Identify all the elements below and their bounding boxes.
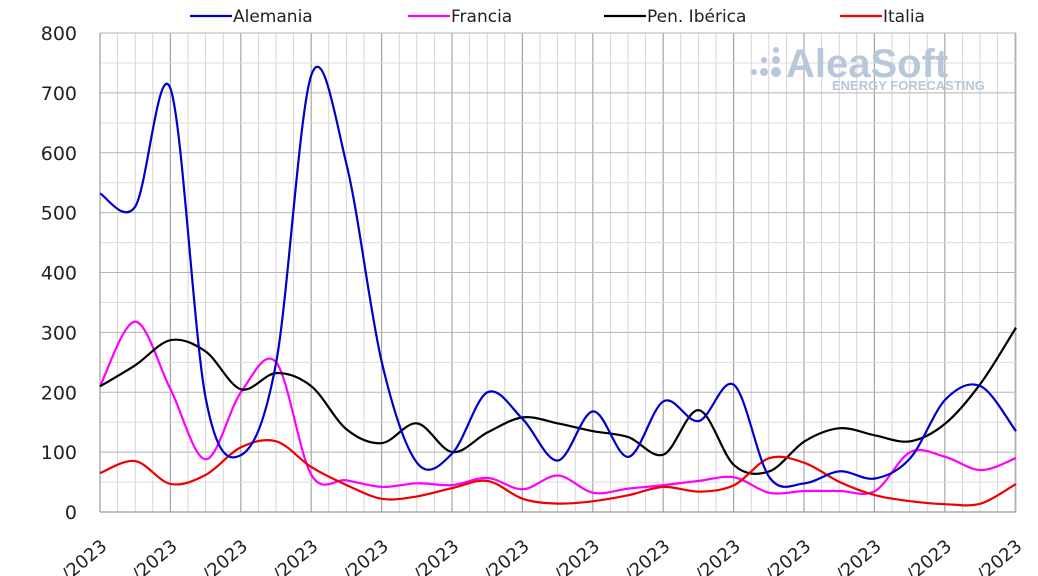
series-group: [99, 65, 1017, 507]
legend-label-italia: Italia: [883, 7, 925, 27]
series-line-francia: [99, 320, 1017, 495]
x-tick-label: /2023: [973, 536, 1026, 576]
x-tick-label: /2023: [58, 536, 111, 576]
x-tick-label: /2023: [199, 536, 252, 576]
logo-dot: [773, 47, 779, 53]
logo-dot: [761, 57, 767, 63]
y-tick-label: 400: [41, 263, 77, 285]
y-tick-label: 100: [41, 442, 77, 464]
legend: Alemania Francia Pen. Ibérica Italia: [190, 7, 925, 27]
logo-dot: [760, 68, 768, 76]
logo-dot: [772, 56, 780, 64]
y-tick-label: 600: [41, 143, 77, 165]
x-tick-label: /2023: [128, 536, 181, 576]
y-tick-label: 300: [41, 322, 77, 344]
watermark-logo: AleaSoft ENERGY FORECASTING: [751, 42, 985, 93]
y-tick-label: 800: [41, 23, 77, 45]
x-tick-label: /2023: [762, 536, 815, 576]
x-axis: /2023/2023/2023/2023/2023/2023/2023/2023…: [58, 536, 1026, 576]
logo-dot: [751, 69, 757, 75]
legend-label-francia: Francia: [451, 7, 512, 27]
y-axis: 0 100 200 300 400 500 600 700 800: [41, 23, 77, 524]
legend-label-pen-ib-rica: Pen. Ibérica: [647, 7, 746, 27]
x-tick-label: /2023: [903, 536, 956, 576]
logo-dot: [771, 67, 781, 77]
y-tick-label: 700: [41, 83, 77, 105]
y-tick-label: 200: [41, 382, 77, 404]
series-line-alemania: [99, 65, 1017, 488]
logo-tagline: ENERGY FORECASTING: [832, 78, 985, 93]
x-tick-label: /2023: [340, 536, 393, 576]
x-tick-label: /2023: [621, 536, 674, 576]
x-tick-label: /2023: [269, 536, 322, 576]
legend-label-alemania: Alemania: [233, 7, 313, 27]
x-tick-label: /2023: [410, 536, 463, 576]
x-tick-label: /2023: [832, 536, 885, 576]
x-tick-label: /2023: [692, 536, 745, 576]
y-tick-label: 0: [65, 502, 77, 524]
logo-brand: AleaSoft: [786, 42, 948, 86]
y-tick-label: 500: [41, 203, 77, 225]
series-line-pen-ib-rica: [99, 327, 1017, 475]
x-tick-label: /2023: [480, 536, 533, 576]
grid: [99, 32, 1017, 513]
x-tick-label: /2023: [551, 536, 604, 576]
